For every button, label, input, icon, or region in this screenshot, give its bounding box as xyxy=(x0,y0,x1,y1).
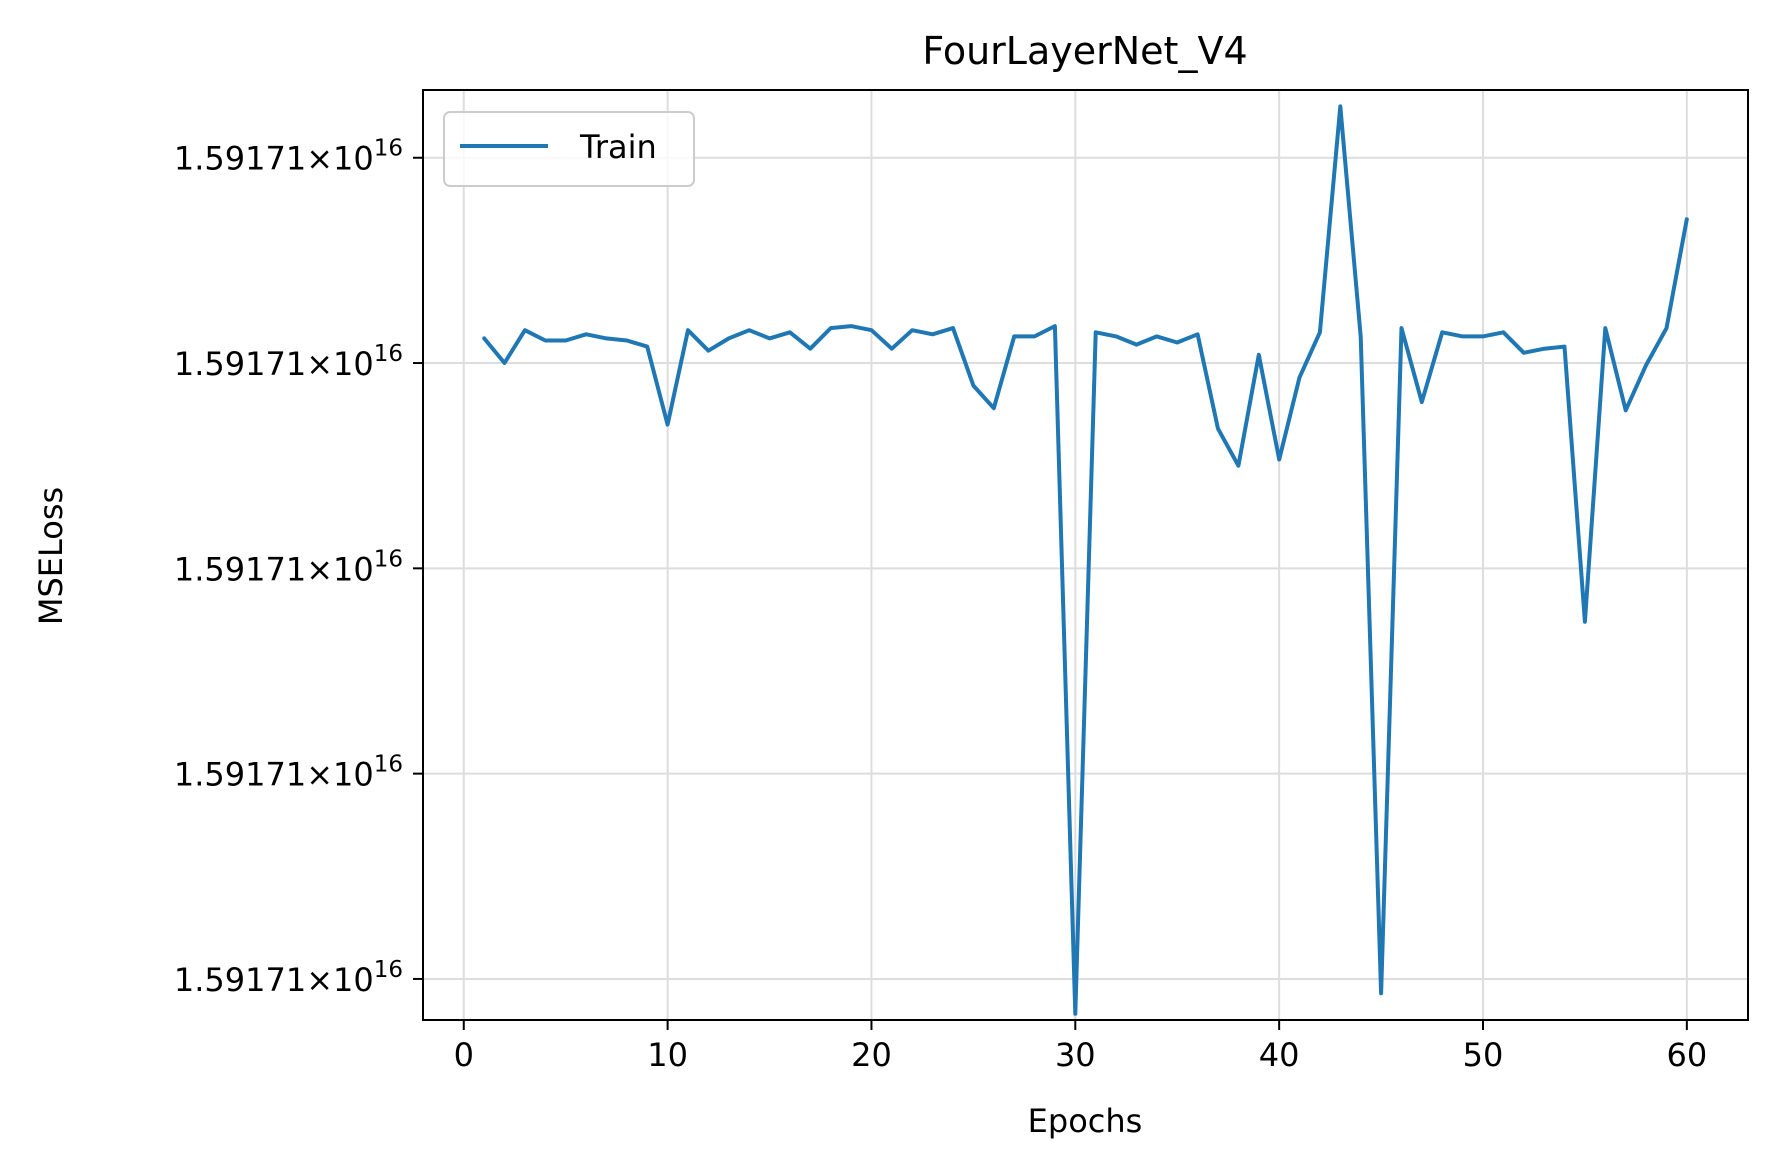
x-tick-label: 60 xyxy=(1666,1036,1707,1074)
y-tick-times-sign: ×10 xyxy=(306,345,374,383)
y-tick-times-sign: ×10 xyxy=(306,550,374,588)
y-tick-exponent: 16 xyxy=(374,136,403,162)
series-lines xyxy=(482,104,1689,1016)
grid-lines xyxy=(423,90,1748,1020)
series-line-train xyxy=(482,104,1689,1016)
x-tick-label: 0 xyxy=(454,1036,474,1074)
y-tick-exponent: 16 xyxy=(374,752,403,778)
y-tick-mantissa: 1.59171 xyxy=(174,961,306,999)
y-tick-label: 1.59171×1016 xyxy=(174,546,403,588)
x-tick-label: 10 xyxy=(647,1036,688,1074)
x-tick-label: 40 xyxy=(1259,1036,1300,1074)
x-tick-label: 30 xyxy=(1055,1036,1096,1074)
legend-box xyxy=(443,111,695,187)
axis-ticks: 0 10 20 30 40 50 601.59171×10161.59171×10161.5… xyxy=(174,136,1707,1074)
y-tick-label: 1.59171×1016 xyxy=(174,752,403,794)
y-tick-label: 1.59171×1016 xyxy=(174,136,403,178)
y-tick-exponent: 16 xyxy=(374,546,403,572)
y-tick-mantissa: 1.59171 xyxy=(174,140,306,178)
legend: Train xyxy=(443,111,695,187)
y-tick-times-sign: ×10 xyxy=(306,961,374,999)
y-tick-label: 1.59171×1016 xyxy=(174,341,403,383)
x-tick-label: 20 xyxy=(851,1036,892,1074)
y-tick-mantissa: 1.59171 xyxy=(174,550,306,588)
plot-area-frame xyxy=(422,89,1749,1021)
y-tick-exponent: 16 xyxy=(374,957,403,983)
y-tick-exponent: 16 xyxy=(374,341,403,367)
y-tick-times-sign: ×10 xyxy=(306,140,374,178)
legend-label-train: Train xyxy=(579,128,657,166)
y-axis-label: MSELoss xyxy=(32,487,70,625)
x-axis-label: Epochs xyxy=(1028,1102,1143,1140)
y-tick-times-sign: ×10 xyxy=(306,756,374,794)
y-tick-mantissa: 1.59171 xyxy=(174,756,306,794)
x-tick-label: 50 xyxy=(1463,1036,1504,1074)
y-tick-label: 1.59171×1016 xyxy=(174,957,403,999)
y-tick-mantissa: 1.59171 xyxy=(174,345,306,383)
chart-title: FourLayerNet_V4 xyxy=(922,29,1247,73)
